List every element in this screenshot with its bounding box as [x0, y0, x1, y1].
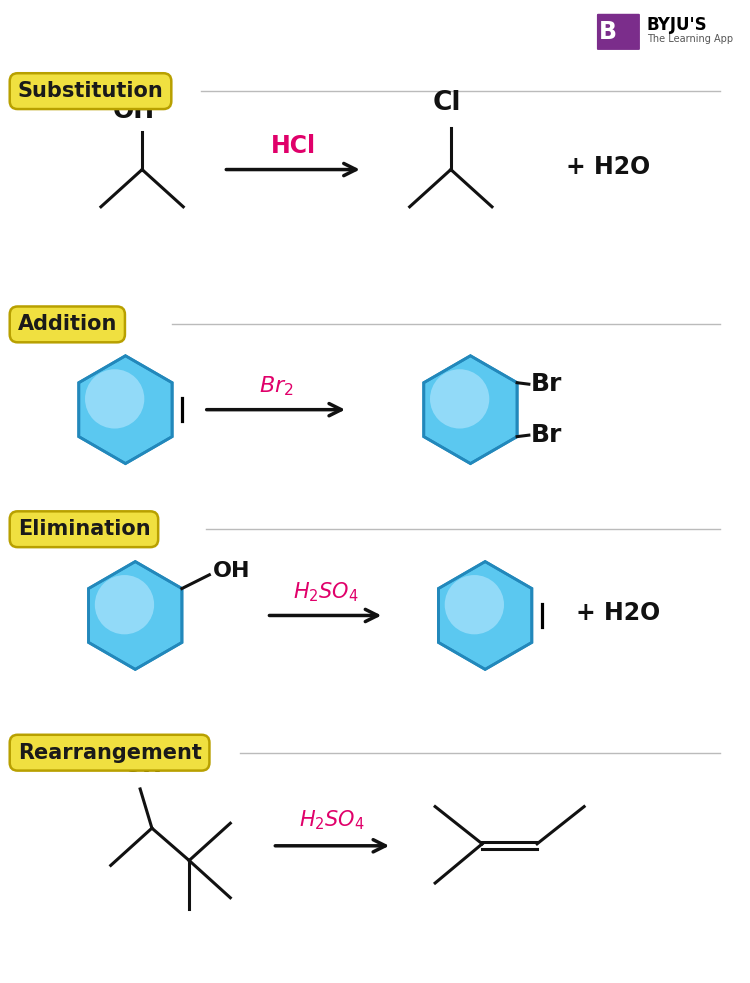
Circle shape	[445, 575, 504, 634]
Text: Br: Br	[531, 373, 562, 396]
Text: Substitution: Substitution	[18, 82, 164, 101]
Text: OH: OH	[122, 753, 163, 778]
Circle shape	[94, 575, 154, 634]
Text: B: B	[598, 21, 616, 44]
Circle shape	[430, 370, 489, 429]
Text: HCl: HCl	[271, 134, 316, 158]
Text: BYJU'S: BYJU'S	[646, 17, 707, 34]
Text: Br: Br	[531, 423, 562, 447]
Text: Rearrangement: Rearrangement	[18, 743, 202, 763]
Text: $H_2SO_4$: $H_2SO_4$	[299, 808, 365, 832]
Text: Elimination: Elimination	[18, 519, 150, 540]
Text: Addition: Addition	[18, 315, 117, 334]
Text: + H2O: + H2O	[576, 601, 661, 624]
Text: The Learning App: The Learning App	[646, 34, 733, 44]
Polygon shape	[424, 356, 517, 464]
Text: $Br_2$: $Br_2$	[259, 375, 293, 398]
Text: $H_2SO_4$: $H_2SO_4$	[292, 580, 358, 604]
Text: OH: OH	[113, 98, 155, 123]
Polygon shape	[88, 561, 182, 669]
Text: Cl: Cl	[433, 89, 461, 116]
Polygon shape	[439, 561, 532, 669]
Text: OH: OH	[213, 561, 250, 581]
Polygon shape	[79, 356, 172, 464]
Text: + H2O: + H2O	[566, 154, 651, 179]
Circle shape	[85, 370, 144, 429]
FancyBboxPatch shape	[596, 13, 641, 51]
